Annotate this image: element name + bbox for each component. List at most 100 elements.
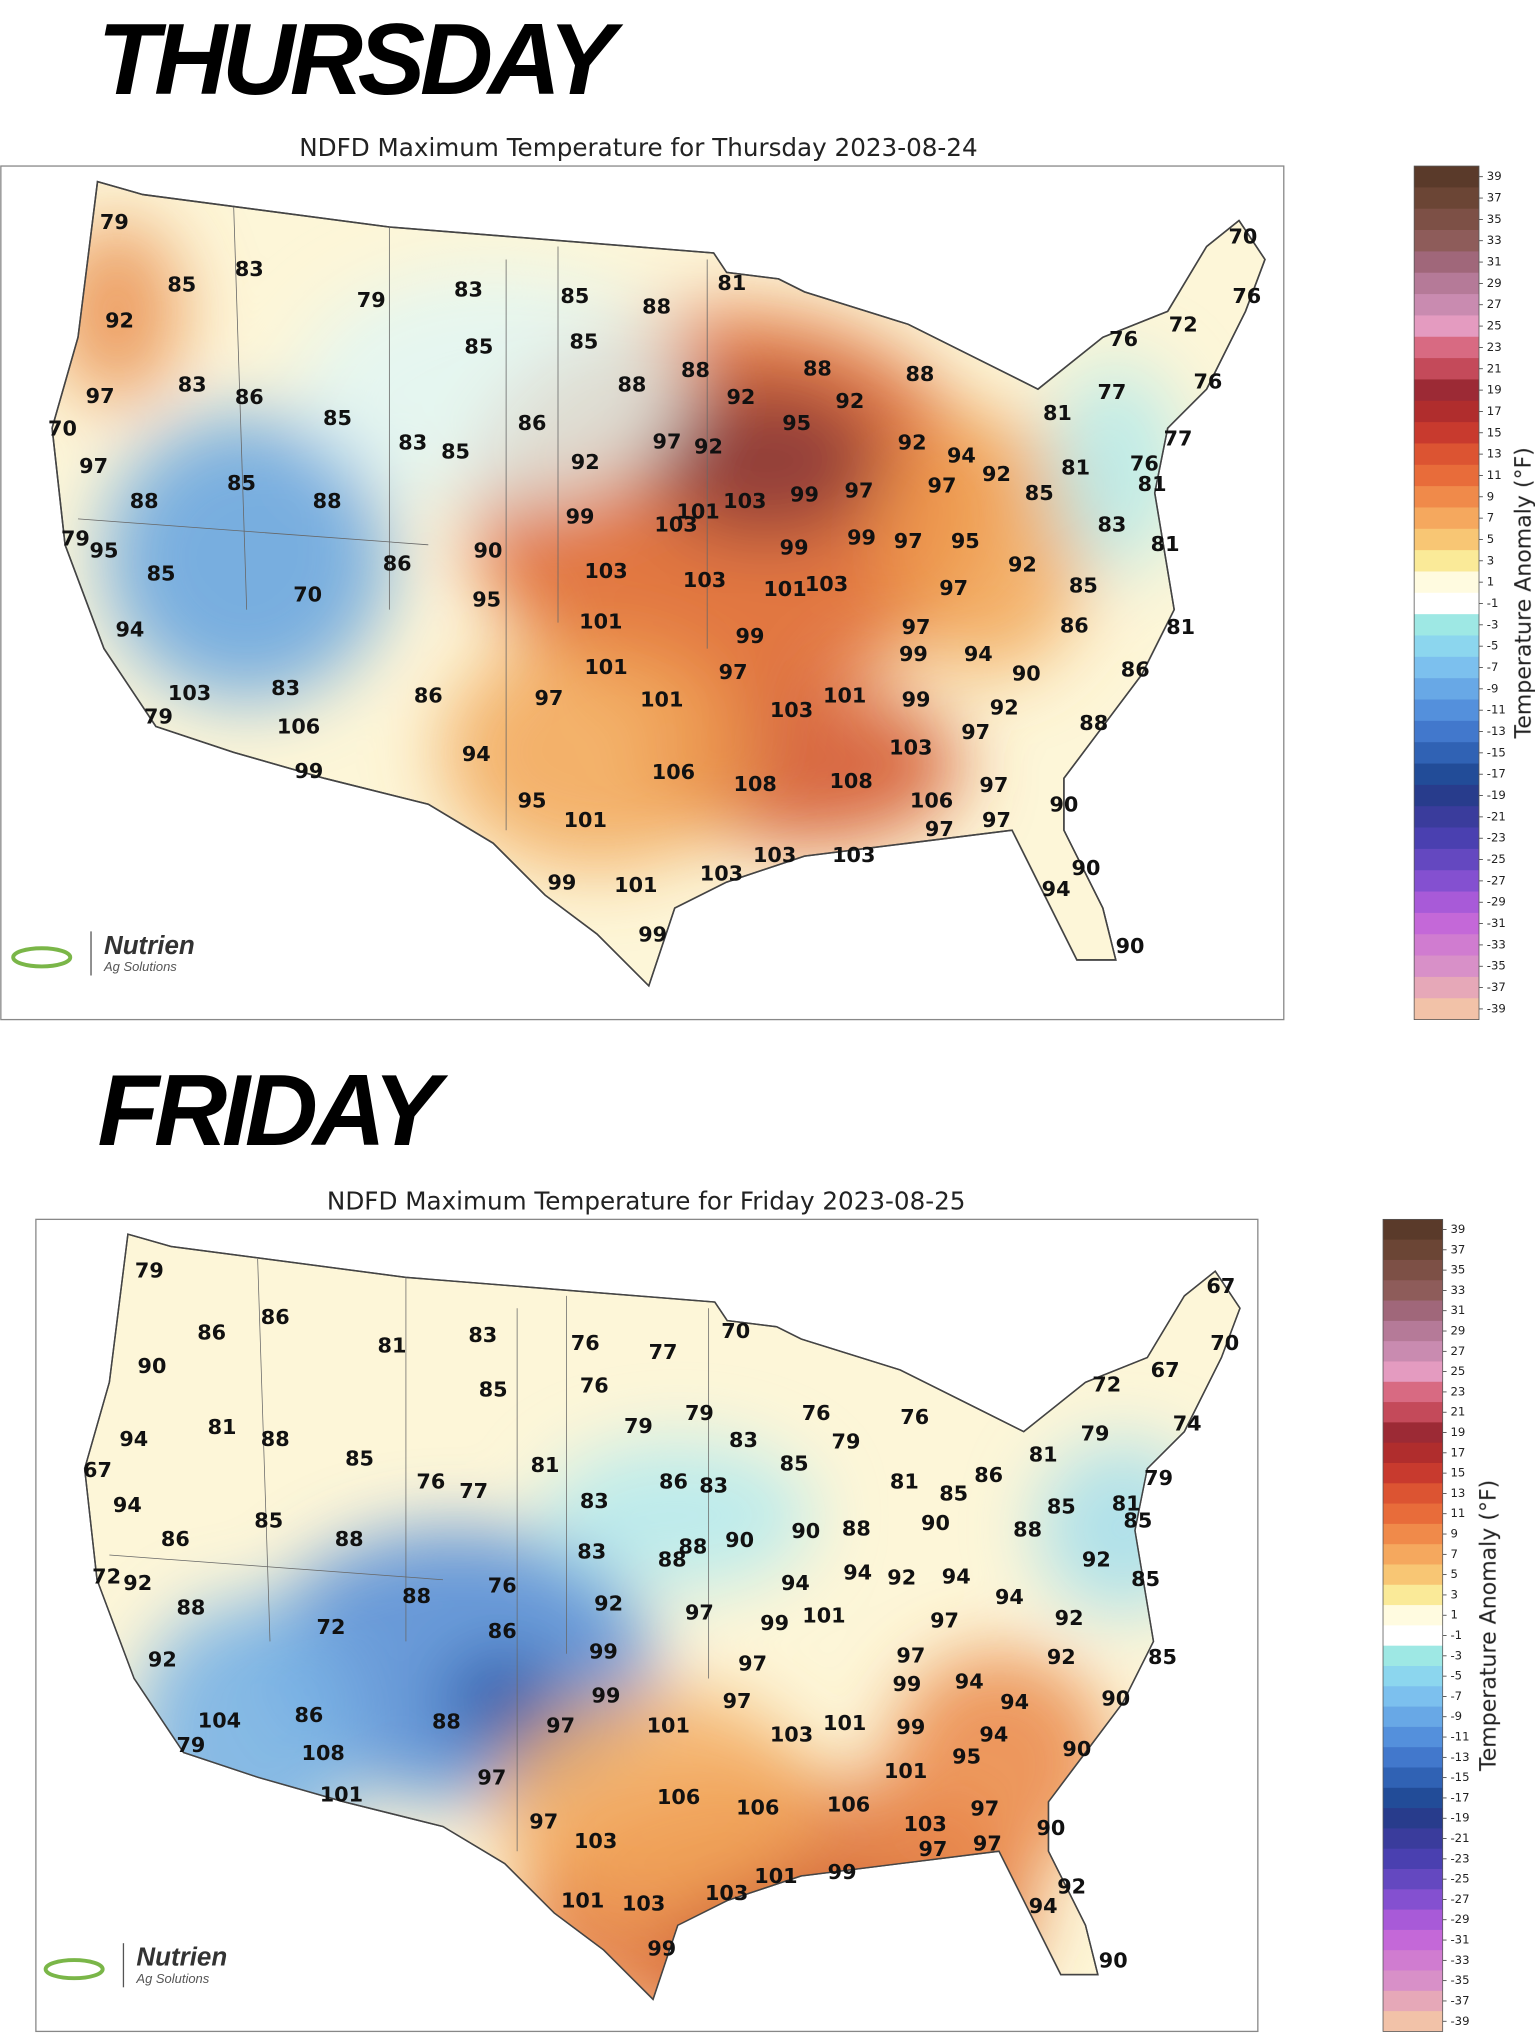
temp-label: 88	[905, 362, 934, 386]
colorbar-segment	[1414, 358, 1480, 380]
temp-label: 97	[719, 660, 748, 684]
temp-label: 85	[1123, 1509, 1152, 1533]
temp-label: 92	[726, 385, 755, 409]
colorbar-tick-label: 27	[1450, 1344, 1465, 1358]
temp-label: 74	[1173, 1411, 1202, 1435]
temp-label: 76	[571, 1331, 600, 1355]
temp-label: 90	[1116, 934, 1145, 958]
colorbar-tick-label: -23	[1450, 1851, 1469, 1865]
temp-label: 76	[1109, 327, 1138, 351]
temp-label: 99	[736, 624, 765, 648]
temp-label: 108	[302, 1741, 345, 1765]
colorbar-tick-label: 7	[1450, 1547, 1457, 1561]
temp-label: 106	[652, 760, 695, 784]
anomaly-area	[103, 415, 390, 701]
colorbar-segment	[1383, 1483, 1443, 1504]
colorbar-tick-label: 17	[1487, 404, 1502, 418]
temp-label: 95	[782, 411, 811, 435]
colorbar-segment	[1383, 1219, 1443, 1241]
temp-label: 97	[979, 773, 1008, 797]
temp-label: 101	[802, 1603, 845, 1627]
colorbar-tick-label: -27	[1487, 873, 1506, 887]
temp-label: 67	[83, 1458, 112, 1482]
anomaly-area	[1050, 363, 1181, 571]
colorbar-segment	[1383, 1503, 1443, 1525]
temp-label: 106	[736, 1795, 779, 1819]
temp-label: 90	[1049, 793, 1078, 817]
temp-label: 94	[942, 1564, 971, 1588]
temp-label: 85	[323, 406, 352, 430]
colorbar-tick-label: -33	[1487, 937, 1506, 951]
map	[51, 180, 1266, 988]
temp-label: 86	[488, 1619, 517, 1643]
temp-label: 86	[235, 385, 264, 409]
colorbar-segment	[1414, 187, 1480, 210]
temp-label: 99	[638, 922, 667, 946]
colorbar-tick-label: -13	[1450, 1750, 1469, 1764]
colorbar-segment	[1383, 1239, 1443, 1261]
temp-label: 94	[955, 1669, 984, 1693]
colorbar-segment	[1383, 1605, 1443, 1626]
colorbar-tick-label: -5	[1450, 1669, 1462, 1683]
colorbar-tick-label: 37	[1487, 191, 1502, 205]
temp-label: 76	[488, 1573, 517, 1597]
temp-label: 86	[261, 1305, 290, 1329]
heading: THURSDAY	[97, 3, 624, 116]
colorbar-segment	[1383, 1889, 1443, 1910]
temp-label: 79	[1144, 1466, 1173, 1490]
temp-label: 90	[791, 1519, 820, 1543]
colorbar-tick-label: -5	[1487, 639, 1499, 653]
colorbar-tick-label: 33	[1487, 233, 1502, 247]
temp-label: 76	[1130, 451, 1159, 475]
temp-label: 88	[803, 357, 832, 381]
temp-label: 83	[398, 431, 427, 455]
temp-label: 94	[979, 1723, 1008, 1747]
temp-label: 83	[1097, 512, 1126, 536]
temp-label: 94	[1042, 877, 1071, 901]
temp-label: 81	[1112, 1492, 1141, 1516]
temp-label: 103	[622, 1891, 665, 1915]
colorbar-tick-label: 13	[1487, 447, 1502, 461]
colorbar-tick-label: -7	[1487, 660, 1499, 674]
temp-label: 88	[678, 1535, 707, 1559]
temp-label: 70	[1210, 1331, 1239, 1355]
temp-label: 85	[479, 1378, 508, 1402]
temp-label: 70	[293, 582, 322, 606]
temp-label: 85	[1069, 573, 1098, 597]
temp-label: 83	[577, 1540, 606, 1564]
colorbar-segment	[1383, 1706, 1443, 1728]
temp-label: 99	[893, 1672, 922, 1696]
temp-label: 77	[1164, 427, 1193, 451]
colorbar-segment	[1414, 827, 1480, 850]
temp-label: 88	[402, 1584, 431, 1608]
temp-label: 103	[574, 1829, 617, 1853]
colorbar-tick-label: -35	[1487, 959, 1506, 973]
temp-label: 101	[579, 610, 622, 634]
temp-label: 99	[294, 759, 323, 783]
colorbar-segment	[1414, 656, 1480, 679]
colorbar-segment	[1383, 1909, 1443, 1931]
colorbar-tick-label: 39	[1450, 1222, 1465, 1236]
temp-label: 97	[723, 1689, 752, 1713]
colorbar-tick-label: -21	[1487, 809, 1506, 823]
state-line	[78, 518, 429, 546]
temp-label: 94	[947, 444, 976, 468]
colorbar-tick-label: 21	[1487, 361, 1502, 375]
temp-label: 103	[753, 843, 796, 867]
colorbar-segment	[1414, 571, 1480, 594]
temp-label: 86	[659, 1470, 688, 1494]
temp-label: 85	[939, 1481, 968, 1505]
colorbar-segment	[1383, 1868, 1443, 1890]
temp-label: 90	[725, 1528, 754, 1552]
temp-label: 76	[580, 1374, 609, 1398]
colorbar-segment	[1414, 294, 1480, 316]
anomaly-area	[298, 272, 688, 506]
colorbar-tick-label: 33	[1450, 1283, 1465, 1297]
map-title: NDFD Maximum Temperature for Friday 2023…	[327, 1186, 966, 1215]
temp-label: 97	[925, 817, 954, 841]
colorbar-tick-label: -39	[1487, 1001, 1506, 1015]
colorbar-tick-label: 1	[1487, 575, 1494, 589]
colorbar-tick-label: 5	[1450, 1567, 1457, 1581]
temp-label: 90	[1036, 1816, 1065, 1840]
temp-label: 81	[1061, 455, 1090, 479]
